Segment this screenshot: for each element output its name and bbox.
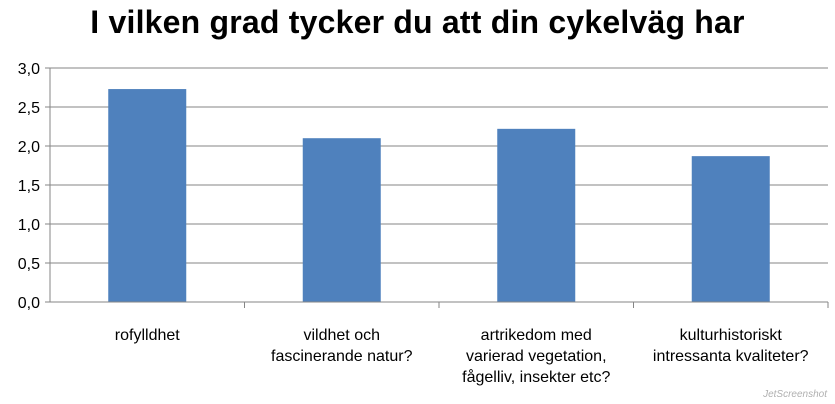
category-label: vildhet och fascinerande natur? bbox=[271, 327, 413, 365]
bar bbox=[302, 138, 381, 302]
category-label: rofylldhet bbox=[115, 327, 180, 344]
axes bbox=[49, 68, 829, 308]
y-axis-ticks: 0,0 0,5 1,0 1,5 2,0 2,5 3,0 bbox=[18, 61, 50, 312]
watermark: JetScreenshot bbox=[763, 389, 827, 400]
category-label: kulturhistoriskt intressanta kvaliteter? bbox=[653, 327, 809, 365]
y-tick-label: 1,0 bbox=[18, 217, 40, 234]
y-tick-label: 2,0 bbox=[18, 139, 40, 156]
y-tick-label: 0,0 bbox=[18, 295, 40, 312]
category-label: artrikedom med varierad vegetation, fågell… bbox=[462, 327, 610, 386]
bar bbox=[497, 128, 576, 302]
y-tick-label: 1,5 bbox=[18, 178, 40, 195]
bars bbox=[108, 89, 770, 302]
bar bbox=[691, 156, 770, 302]
y-tick-label: 2,5 bbox=[18, 100, 40, 117]
y-tick-label: 3,0 bbox=[18, 61, 40, 78]
bar bbox=[108, 89, 187, 302]
y-tick-label: 0,5 bbox=[18, 256, 40, 273]
category-labels: rofylldhet vildhet och fascinerande natur?… bbox=[115, 327, 809, 386]
chart-title: I vilken grad tycker du att din cykelväg… bbox=[90, 4, 745, 40]
